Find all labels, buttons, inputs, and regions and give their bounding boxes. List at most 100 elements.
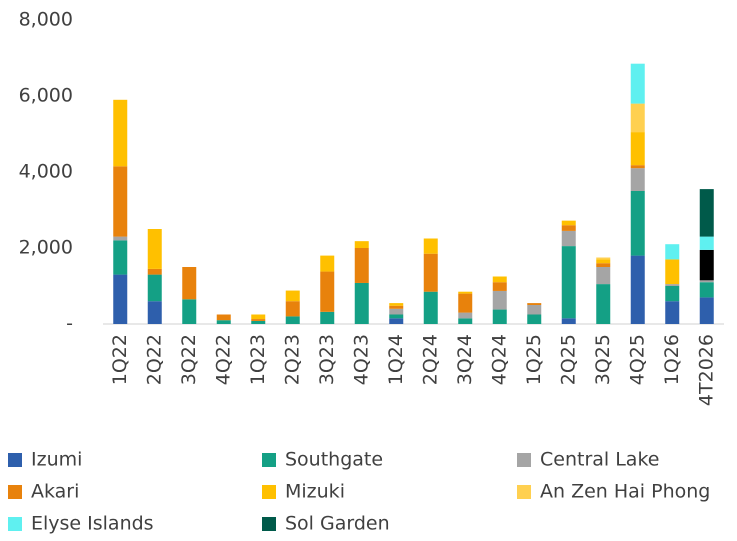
x-tick-label: 2Q23 <box>281 334 303 385</box>
bar-segment <box>320 311 335 324</box>
bar-segment <box>285 301 300 317</box>
x-tick-label: 2Q25 <box>557 334 579 385</box>
bar-segment <box>389 303 404 306</box>
x-tick-label: 4T2026 <box>695 334 717 406</box>
bar-segment <box>630 132 645 166</box>
bar-segment <box>354 241 369 248</box>
bar-segment <box>630 103 645 133</box>
y-tick-label: 8,000 <box>19 9 73 31</box>
x-tick-label: 2Q22 <box>143 334 165 385</box>
bar-segment <box>113 99 128 167</box>
bar-segment <box>699 280 714 283</box>
bar-segment <box>492 282 507 291</box>
legend-swatch <box>262 485 276 499</box>
bar-segment <box>561 225 576 231</box>
bar-segment <box>596 259 611 264</box>
bar-segment <box>699 189 714 237</box>
bar-segment <box>596 284 611 324</box>
bar-segment <box>527 314 542 324</box>
bar-segment <box>216 314 231 321</box>
x-tick-label: 1Q23 <box>247 334 269 385</box>
bar-segment <box>699 236 714 250</box>
x-tick-label: 4Q25 <box>626 334 648 385</box>
x-tick-label: 3Q24 <box>454 334 476 385</box>
bar-segment <box>423 253 438 292</box>
bar-segment <box>596 267 611 285</box>
legend-label: Izumi <box>31 449 82 471</box>
bar-segment <box>527 303 542 305</box>
bar-segment <box>147 274 162 302</box>
y-tick-label: 6,000 <box>19 85 73 107</box>
legend-swatch <box>8 453 22 467</box>
bar-segment <box>389 314 404 319</box>
x-tick-label: 1Q26 <box>661 334 683 385</box>
x-tick-label: 4Q23 <box>350 334 372 385</box>
bar-segment <box>389 305 404 309</box>
bar-segment <box>561 246 576 319</box>
bar-segment <box>492 290 507 310</box>
x-tick-label: 1Q25 <box>523 334 545 385</box>
legend-label: Sol Garden <box>285 513 390 535</box>
bar-segment <box>699 282 714 298</box>
bar-segment <box>527 305 542 315</box>
legend-swatch <box>8 517 22 531</box>
legend-label: Akari <box>31 481 79 503</box>
bar-segment <box>492 276 507 283</box>
x-tick-label: 4Q24 <box>488 334 510 385</box>
bar-segment <box>389 308 404 315</box>
bar-segment <box>251 320 266 324</box>
bar-segment <box>665 301 680 324</box>
bar-segment <box>630 63 645 104</box>
bar-segment <box>699 297 714 324</box>
bar-segment <box>458 291 473 294</box>
legend-swatch <box>262 453 276 467</box>
bar-segment <box>630 191 645 256</box>
bar-segment <box>596 257 611 260</box>
bar-segment <box>147 268 162 275</box>
bar-segment <box>354 282 369 324</box>
y-tick-label: 2,000 <box>19 237 73 259</box>
bar-segment <box>423 238 438 254</box>
bar-segment <box>665 259 680 285</box>
legend-swatch <box>517 485 531 499</box>
bar-segment <box>182 299 197 324</box>
bar-segment <box>251 314 266 320</box>
bar-segment <box>113 240 128 275</box>
legend-label: Central Lake <box>540 449 659 471</box>
bar-segment <box>113 166 128 237</box>
bar-segment <box>389 318 404 324</box>
bar-segment <box>561 318 576 324</box>
bar-segment <box>285 290 300 302</box>
legend-label: Elyse Islands <box>31 513 154 535</box>
x-tick-label: 4Q22 <box>212 334 234 385</box>
x-tick-label: 1Q22 <box>109 334 131 385</box>
bar-segment <box>458 318 473 324</box>
bar-segment <box>630 165 645 169</box>
y-tick-label: - <box>66 313 73 335</box>
bar-segment <box>354 248 369 283</box>
bar-segment <box>699 249 714 281</box>
bar-segment <box>182 267 197 300</box>
bar-segment <box>630 255 645 324</box>
bar-segment <box>320 271 335 312</box>
bar-segment <box>113 274 128 324</box>
bar-segment <box>423 291 438 324</box>
legend-swatch <box>262 517 276 531</box>
legend-swatch <box>517 453 531 467</box>
bar-segment <box>458 312 473 319</box>
bar-segment <box>561 230 576 247</box>
x-tick-label: 3Q25 <box>592 334 614 385</box>
bar-segment <box>113 236 128 241</box>
legend-swatch <box>8 485 22 499</box>
bar-segment <box>251 319 266 321</box>
legend-label: Mizuki <box>285 481 345 503</box>
bar-segment <box>492 309 507 324</box>
legend-label: Southgate <box>285 449 383 471</box>
legend-label: An Zen Hai Phong <box>540 481 710 503</box>
bar-segment <box>630 168 645 191</box>
bar-segment <box>320 255 335 272</box>
y-tick-label: 4,000 <box>19 161 73 183</box>
bar-segment <box>665 286 680 302</box>
x-tick-label: 2Q24 <box>419 334 441 385</box>
